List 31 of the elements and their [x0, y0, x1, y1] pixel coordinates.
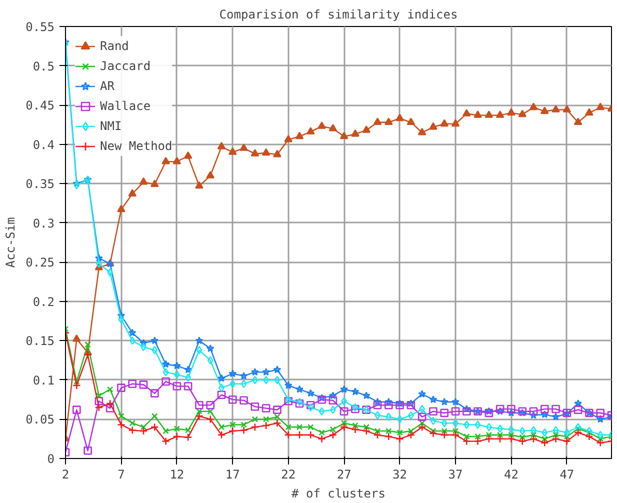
x-tick-label: 37: [448, 468, 463, 482]
x-tick-label: 32: [392, 468, 408, 482]
y-tick-label: 0.15: [26, 334, 55, 348]
y-tick-label: 0.55: [26, 20, 55, 34]
x-tick-label: 27: [336, 468, 352, 482]
x-axis-title: # of clusters: [292, 486, 386, 500]
y-tick-label: 0.3: [32, 216, 55, 230]
legend-label: AR: [100, 79, 116, 93]
y-tick-label: 0.05: [26, 412, 55, 427]
y-tick-label: 0.1: [32, 373, 55, 388]
legend-label: Wallace: [100, 99, 151, 113]
y-tick-label: 0.2: [32, 294, 55, 309]
y-tick-label: 0.35: [26, 177, 55, 192]
x-tick-label: 12: [170, 468, 184, 482]
y-tick-label: 0.45: [26, 98, 55, 113]
y-axis-title: Acc-Sim: [4, 217, 18, 268]
y-tick-label: 0.5: [32, 59, 55, 74]
legend-label: NMI: [100, 119, 122, 133]
x-tick-label: 17: [225, 468, 240, 482]
x-tick-label: 22: [281, 468, 296, 482]
x-tick-label: 2: [62, 468, 70, 482]
y-tick-label: 0.4: [32, 138, 55, 152]
y-tick-label: 0: [47, 452, 55, 466]
x-tick-label: 7: [118, 468, 125, 482]
x-tick-label: 42: [504, 468, 518, 482]
chart-title: Comparision of similarity indices: [219, 8, 458, 22]
legend-label: Rand: [100, 39, 129, 53]
legend-label: New Method: [100, 139, 172, 153]
y-tick-label: 0.25: [26, 256, 55, 270]
x-tick-label: 47: [560, 468, 574, 482]
legend-label: Jaccard: [100, 59, 151, 73]
